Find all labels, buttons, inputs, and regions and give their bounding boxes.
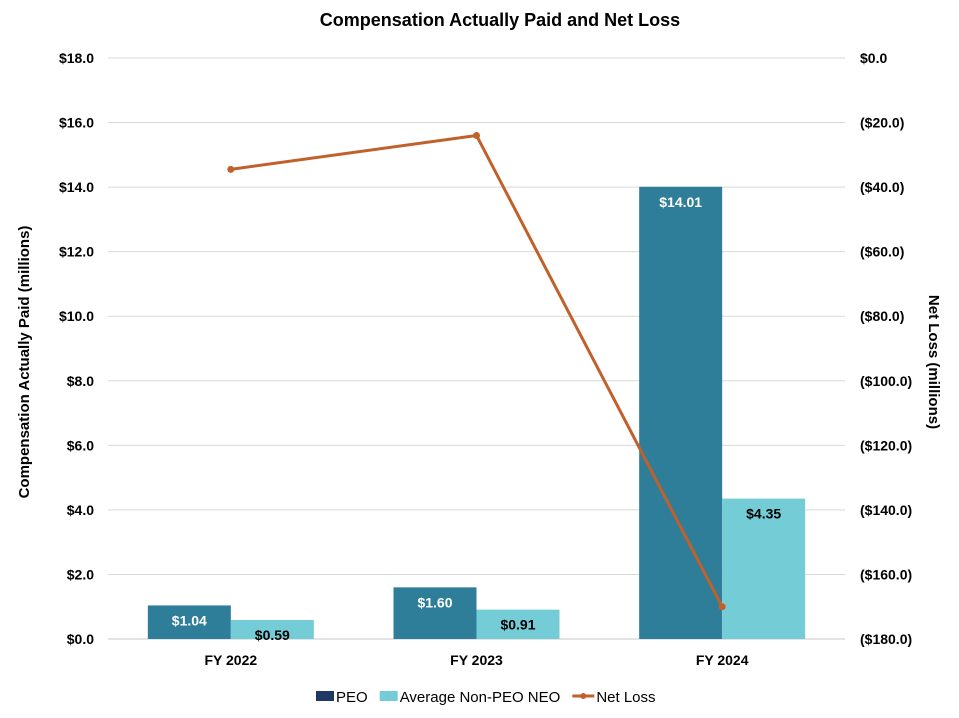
bar-peo [147, 605, 231, 639]
right-tick-label: ($40.0) [860, 179, 904, 195]
legend-label: PEO [336, 689, 368, 706]
legend-label: Net Loss [596, 689, 655, 706]
data-label-non-peo-neo: $0.59 [255, 627, 290, 643]
net-loss-point [473, 131, 480, 139]
bar-non-peo-neo [230, 619, 314, 639]
left-tick-label: $6.0 [67, 437, 94, 453]
left-tick-label: $8.0 [67, 373, 94, 389]
legend-label: Average Non-PEO NEO [400, 689, 561, 706]
left-axis-ticks: $0.0 $2.0 $4.0 $6.0 $8.0 $10.0 $12.0 $14.0 $16.0… [59, 50, 94, 647]
left-tick-label: $12.0 [59, 244, 94, 260]
left-tick-label: $0.0 [67, 631, 94, 647]
right-tick-label: ($160.0) [860, 566, 912, 582]
data-label-peo: $14.01 [659, 194, 702, 210]
data-labels: $1.04 $0.59 $1.60 $0.91 $14.01 $4.35 [172, 194, 782, 643]
legend-swatch [379, 691, 398, 701]
bar-non-peo-neo [476, 609, 560, 639]
legend: PEO Average Non-PEO NEO Net Loss [316, 689, 656, 706]
y2-axis-title: Net Loss (millions) [925, 295, 942, 429]
data-label-peo: $1.04 [172, 612, 207, 628]
x-tick-label: FY 2023 [450, 652, 503, 668]
net-loss-point [718, 603, 726, 611]
left-tick-label: $16.0 [59, 115, 94, 131]
right-tick-label: ($100.0) [860, 373, 912, 389]
right-tick-label: ($60.0) [860, 244, 904, 260]
bar-non-peo-neo [722, 498, 806, 639]
bar-peo [393, 587, 477, 639]
right-tick-label: ($20.0) [860, 115, 904, 131]
right-tick-label: ($140.0) [860, 502, 912, 518]
legend-swatch [316, 691, 334, 701]
left-tick-label: $14.0 [59, 179, 94, 195]
net-loss-line [227, 131, 726, 611]
left-tick-label: $2.0 [67, 566, 94, 582]
bars [147, 186, 806, 639]
x-tick-label: FY 2024 [696, 652, 749, 668]
x-tick-label: FY 2022 [204, 652, 257, 668]
chart-title: Compensation Actually Paid and Net Loss [320, 10, 680, 30]
x-axis-ticks: FY 2022 FY 2023 FY 2024 [204, 652, 748, 668]
bar-peo [639, 186, 723, 639]
legend-swatch-marker [580, 693, 587, 699]
net-loss-point [227, 165, 235, 173]
y-axis-title: Compensation Actually Paid (millions) [16, 226, 33, 499]
right-tick-label: $0.0 [860, 50, 887, 66]
right-tick-label: ($80.0) [860, 308, 904, 324]
left-tick-label: $10.0 [59, 308, 94, 324]
right-tick-label: ($120.0) [860, 437, 912, 453]
data-label-non-peo-neo: $0.91 [500, 617, 535, 633]
left-tick-label: $18.0 [59, 50, 94, 66]
data-label-peo: $1.60 [417, 594, 452, 610]
gridlines [108, 57, 845, 640]
left-tick-label: $4.0 [67, 502, 94, 518]
right-tick-label: ($180.0) [860, 631, 912, 647]
right-axis-ticks: ($180.0) ($160.0) ($140.0) ($120.0) ($100.0)… [860, 50, 912, 647]
data-label-non-peo-neo: $4.35 [746, 506, 781, 522]
